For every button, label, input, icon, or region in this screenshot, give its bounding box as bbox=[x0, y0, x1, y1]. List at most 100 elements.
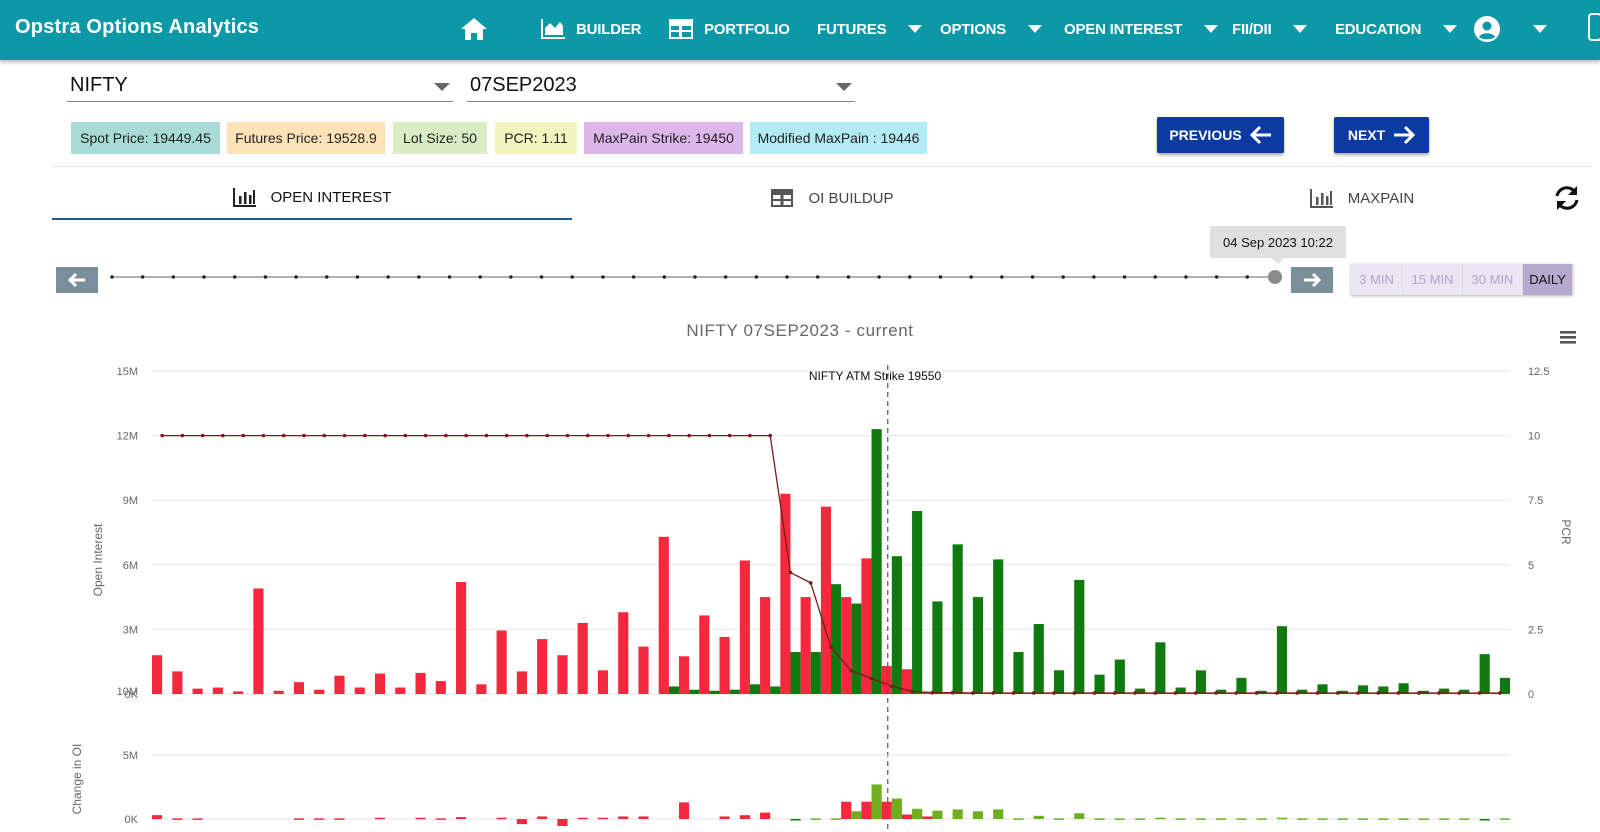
timeline-slider[interactable] bbox=[110, 268, 1285, 288]
chevron-down-icon bbox=[836, 83, 852, 91]
oi-chart: NIFTY 07SEP2023 - current 0K 3M 6M 9M 12M 15M 0… bbox=[70, 321, 1576, 832]
pcr-point bbox=[950, 690, 955, 695]
refresh-icon[interactable] bbox=[1553, 185, 1581, 211]
interval-daily[interactable]: DAILY bbox=[1523, 264, 1573, 295]
pcr-point bbox=[1133, 691, 1137, 695]
pe-change-bar bbox=[597, 817, 609, 820]
tab-open-interest[interactable]: OPEN INTEREST bbox=[52, 176, 572, 220]
arrow-left-icon bbox=[67, 272, 85, 288]
maxpain-strike-chip: MaxPain Strike: 19450 bbox=[584, 122, 743, 154]
pcr-point bbox=[687, 433, 691, 438]
pcr-point bbox=[1498, 691, 1502, 695]
pcr-point bbox=[971, 691, 975, 695]
ce-oi-bar bbox=[851, 603, 862, 694]
y-tick-label: 15M bbox=[117, 366, 138, 378]
pcr-point bbox=[930, 690, 935, 695]
ce-change-bar bbox=[1459, 818, 1470, 820]
nav-open-interest[interactable]: OPEN INTEREST bbox=[1064, 0, 1219, 58]
pe-change-bar bbox=[192, 818, 203, 820]
tab-maxpain[interactable]: MAXPAIN bbox=[1092, 176, 1600, 220]
ce-oi-bar bbox=[1135, 688, 1146, 694]
pcr-point bbox=[1356, 691, 1360, 695]
nav-account[interactable] bbox=[1473, 0, 1547, 58]
previous-button[interactable]: PREVIOUS bbox=[1157, 117, 1284, 153]
nav-futures[interactable]: FUTURES bbox=[817, 0, 923, 58]
chart-title: NIFTY 07SEP2023 - current bbox=[686, 321, 913, 340]
interval-30min[interactable]: 30 MIN bbox=[1463, 264, 1523, 295]
chart-menu-line bbox=[1560, 336, 1576, 339]
app-title[interactable]: Opstra Options Analytics bbox=[15, 16, 260, 38]
tab-open-interest-label: OPEN INTEREST bbox=[270, 188, 392, 206]
pcr-point bbox=[444, 433, 448, 438]
timeline-point bbox=[447, 275, 452, 279]
ce-oi-bar bbox=[668, 686, 679, 694]
pcr-point bbox=[585, 433, 590, 438]
pe-oi-bar bbox=[374, 673, 386, 694]
timeline-point bbox=[202, 275, 206, 279]
interval-3min[interactable]: 3 MIN bbox=[1351, 264, 1403, 295]
nav-options[interactable]: OPTIONS bbox=[940, 0, 1043, 58]
pcr-point bbox=[991, 691, 995, 695]
ce-oi-bar bbox=[1155, 642, 1166, 694]
nav-education[interactable]: EDUCATION bbox=[1335, 0, 1458, 58]
pe-change-bar bbox=[293, 818, 305, 820]
home-icon[interactable] bbox=[459, 0, 489, 58]
account-circle-icon bbox=[1474, 16, 1500, 42]
pe-oi-bar bbox=[456, 582, 467, 694]
pcr-point bbox=[322, 433, 327, 438]
ce-oi-bar bbox=[1439, 688, 1450, 694]
nav-portfolio[interactable]: PORTFOLIO bbox=[668, 0, 790, 58]
pe-oi-bar bbox=[881, 666, 892, 694]
pcr-point bbox=[363, 433, 367, 438]
expiry-select[interactable]: 07SEP2023 bbox=[467, 70, 855, 102]
interval-15min[interactable]: 15 MIN bbox=[1403, 264, 1463, 295]
symbol-select[interactable]: NIFTY bbox=[67, 70, 453, 102]
pcr-point bbox=[1416, 691, 1421, 695]
nav-builder[interactable]: BUILDER bbox=[540, 0, 641, 58]
change-tick-label: 0K bbox=[125, 814, 139, 826]
nav-fii-dii[interactable]: FII/DII bbox=[1232, 0, 1308, 58]
tab-oi-buildup[interactable]: OI BUILDUP bbox=[572, 176, 1092, 220]
chevron-down-icon bbox=[1204, 25, 1219, 33]
pcr-point bbox=[1031, 691, 1036, 695]
timeline-next-button[interactable] bbox=[1291, 267, 1333, 293]
pe-oi-bar bbox=[435, 681, 446, 694]
ce-oi-bar bbox=[952, 544, 963, 694]
ce-change-bar bbox=[891, 798, 902, 819]
chart-menu-line bbox=[1560, 331, 1576, 334]
expiry-select-value: 07SEP2023 bbox=[470, 74, 577, 96]
ce-oi-bar bbox=[1074, 579, 1085, 694]
chart-menu-icon[interactable] bbox=[1560, 331, 1576, 344]
pcr-point bbox=[1092, 691, 1097, 695]
timeline-prev-button[interactable] bbox=[56, 267, 98, 293]
pcr-point bbox=[342, 433, 347, 438]
ce-change-bar bbox=[1418, 818, 1429, 820]
ce-change-bar bbox=[1398, 818, 1409, 820]
pe-change-bar bbox=[334, 818, 345, 820]
collapse-icon[interactable] bbox=[1586, 0, 1600, 60]
pe-oi-bar bbox=[293, 682, 305, 694]
pcr-point bbox=[545, 433, 550, 438]
nav-education-label: EDUCATION bbox=[1335, 20, 1422, 38]
symbol-select-value: NIFTY bbox=[70, 74, 128, 96]
ce-change-bar bbox=[1053, 818, 1065, 820]
timeline-point bbox=[938, 275, 943, 279]
timeline-point bbox=[509, 275, 513, 279]
pcr-point bbox=[788, 570, 793, 575]
y-tick-label: 0K bbox=[125, 689, 139, 701]
y-axis-title: Open Interest bbox=[91, 523, 105, 596]
pe-change-bar bbox=[435, 818, 446, 820]
timeline-point bbox=[417, 275, 421, 279]
pcr-point bbox=[1234, 691, 1239, 695]
pe-change-bar bbox=[456, 817, 467, 819]
pcr-point bbox=[1052, 691, 1056, 695]
pcr-point bbox=[1437, 691, 1441, 695]
pcr-point bbox=[1214, 691, 1218, 695]
timeline-point bbox=[877, 275, 881, 279]
next-button[interactable]: NEXT bbox=[1334, 117, 1429, 153]
chevron-down-icon bbox=[1293, 25, 1308, 33]
pcr-point bbox=[646, 433, 651, 438]
pe-oi-bar bbox=[273, 690, 284, 694]
pe-change-bar bbox=[760, 812, 771, 819]
pcr-point bbox=[241, 433, 246, 438]
